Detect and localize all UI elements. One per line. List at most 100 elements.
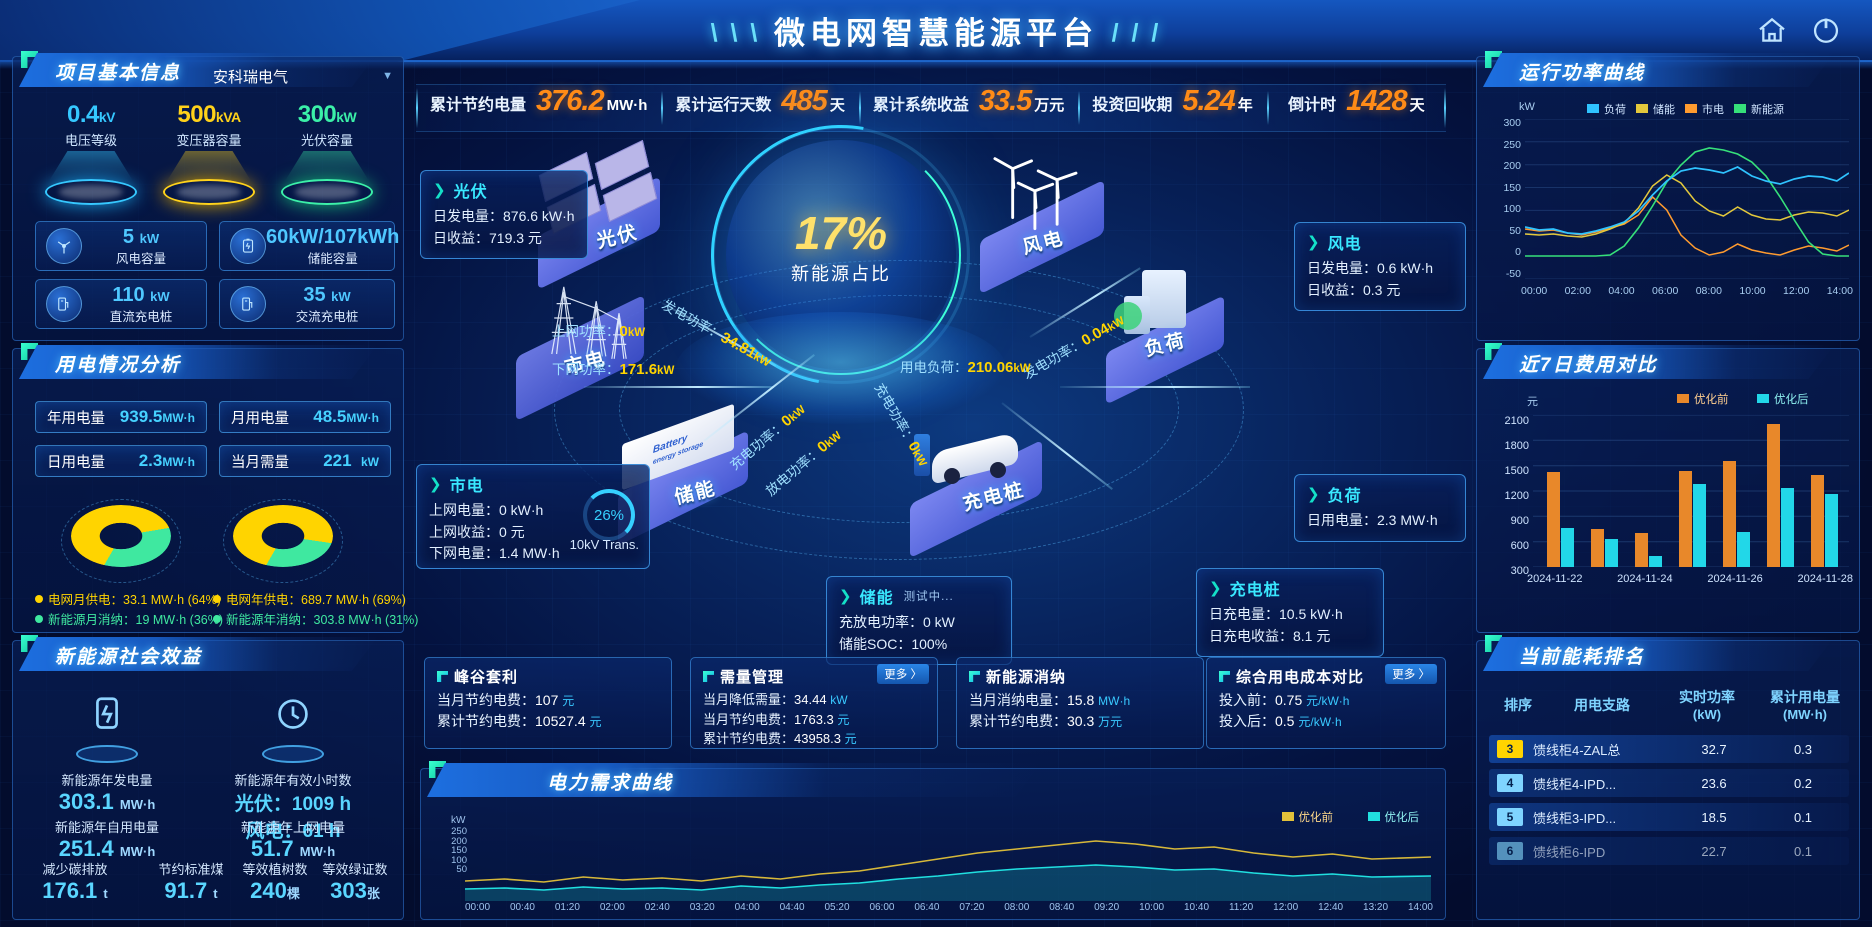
y-axis-ticks: 250 200 150 100 50 [451, 826, 467, 875]
battery-bolt-icon [79, 693, 135, 749]
flowbox-row: 上网电量：0 kW·h [429, 502, 544, 518]
flowbox-title: 市电 [449, 478, 484, 495]
lamp-beam [285, 151, 369, 181]
info-box-storage-capacity[interactable]: 60kW/107kWh 储能容量 [219, 221, 399, 271]
legend-grid-year: 电网年供电：689.7 MW·h (69%) [213, 589, 406, 608]
flowbox-wind[interactable]: ❯ 风电 日发电量：0.6 kW·h 日收益：0.3 元 [1294, 222, 1466, 312]
transformer-gauge: 26% [583, 489, 635, 541]
ratio-label: 新能源占比 [791, 264, 891, 284]
pill-label: 月用电量 [231, 410, 289, 427]
page-title: \ \ \ 微电网智慧能源平台 / / / [0, 8, 1872, 53]
social-benefit-panel: 新能源社会效益 新能源年发电量 303.1 MW·h 新能源年有效小时数 光伏：… [12, 635, 404, 920]
usage-analysis-panel: 用电情况分析 年用电量 939.5MW·h 月用电量 48.5MW·h 日用电量… [12, 343, 418, 633]
more-button[interactable]: 更多 〉 [877, 664, 929, 684]
arrow-icon: ❯ [433, 182, 447, 199]
info-box-ac-charger[interactable]: 35 kW 交流充电桩 [219, 279, 395, 329]
flowbox-charger[interactable]: ❯ 充电桩 日充电量：10.5 kW·h 日充电收益：8.1 元 [1196, 568, 1384, 658]
col-header-branch: 用电支路 [1574, 697, 1630, 713]
tile-disc [76, 745, 138, 763]
power-icon[interactable] [1810, 14, 1842, 46]
lamp-transformer: 500kVA 变压器容量 [157, 101, 261, 205]
col-header-power: 实时功率 (kW) [1679, 689, 1735, 722]
branch-name: 馈线柜6-IPD [1533, 844, 1606, 860]
flowbox-title: 储能 [859, 590, 894, 607]
company-selector[interactable]: 安科瑞电气 ▼ [213, 63, 393, 89]
kpi-unit: MW·h [606, 97, 648, 114]
kpi-bar: 累计节约电量 376.2 MW·h 累计运行天数 485 天 累计系统收益 33… [416, 84, 1446, 132]
info-box-text: 5 kW 风电容量 [82, 226, 206, 267]
x-axis-ticks: 00:00 02:00 04:00 06:00 08:00 10:00 12:00 14… [1521, 285, 1853, 297]
panel-title-text: 项目基本信息 [55, 63, 182, 84]
tile-caption: 等效绿证数 [322, 862, 388, 877]
flowbox-row: 日收益：0.3 元 [1307, 281, 1401, 298]
card-row: 投入前：0.75 元/kW·h [1219, 692, 1350, 708]
kpi-unit: 年 [1237, 97, 1253, 114]
energy-value: 0.1 [1793, 843, 1813, 859]
arrow-icon: ❯ [1307, 234, 1321, 251]
table-row[interactable]: 6 馈线柜6-IPD 22.7 0.1 [1489, 837, 1849, 865]
kpi-unit: 天 [1409, 97, 1425, 114]
more-button[interactable]: 更多 〉 [1385, 664, 1437, 684]
tile-value: 251.4 MW·h [58, 836, 156, 861]
info-box-label: 储能容量 [307, 251, 358, 266]
rank-badge: 6 [1497, 842, 1523, 860]
legend-before: 优化前 [1677, 391, 1729, 407]
table-row[interactable]: 3 馈线柜4-ZAL总 32.7 0.3 [1489, 735, 1849, 763]
flowbox-storage[interactable]: ❯ 储能 测试中... 充放电功率：0 kW 储能SOC：100% [826, 576, 1012, 666]
tile-value: 303张 [330, 878, 380, 903]
usage-pill-day: 日用电量 2.3MW·h [35, 445, 207, 477]
flowbox-title: 光伏 [453, 184, 488, 201]
lamp-label: 电压等级 [64, 133, 117, 148]
panel-title-text: 新能源社会效益 [55, 647, 203, 668]
card-peak-valley[interactable]: 峰谷套利 当月节约电费：107 元 累计节约电费：10527.4 元 [424, 657, 672, 749]
flowbox-pv[interactable]: ❯ 光伏 日发电量：876.6 kW·h 日收益：719.3 元 [420, 170, 588, 260]
battery-icon [230, 228, 266, 264]
card-row: 累计节约电费：30.3 万元 [969, 713, 1123, 729]
table-row[interactable]: 5 馈线柜3-IPD... 18.5 0.1 [1489, 803, 1849, 831]
x-axis-ticks: 2024-11-22 2024-11-24 2024-11-26 2024-11-2… [1527, 573, 1853, 585]
chevron-down-icon[interactable]: ▼ [382, 70, 393, 82]
home-icon[interactable] [1756, 14, 1788, 46]
iso-wind-turbines [956, 148, 1126, 295]
tile-caption: 新能源年有效小时数 [234, 773, 352, 788]
lamp-beam [167, 151, 251, 181]
legend-grid-month: 电网月供电：33.1 MW·h (64%) [35, 589, 221, 608]
lamp-value: 0.4kV [67, 101, 116, 128]
tile-value: 51.7 MW·h [250, 836, 336, 861]
dc-charger-icon [46, 286, 82, 322]
benefit-tile-self-use: 新能源年自用电量 251.4 MW·h [27, 817, 187, 862]
info-box-label: 交流充电桩 [295, 309, 359, 324]
flowbox-row: 充放电功率：0 kW [839, 614, 955, 630]
panel-title-text: 当前能耗排名 [1519, 647, 1646, 668]
flowbox-row: 储能SOC：100% [839, 635, 948, 652]
x-axis-ticks: 00:00 00:40 01:20 02:00 02:40 03:20 04:00 04… [465, 902, 1433, 913]
info-box-dc-charger[interactable]: 110 kW 直流充电桩 [35, 279, 207, 329]
flowbox-grid[interactable]: ❯ 市电 上网电量：0 kW·h 上网收益：0 元 下网电量：1.4 MW·h 2… [416, 464, 650, 569]
benefit-tile-annual-generation: 新能源年发电量 303.1 MW·h [27, 693, 187, 815]
energy-value: 0.3 [1793, 741, 1813, 757]
energy-value: 0.2 [1793, 775, 1813, 791]
flowbox-row: 日用电量：2.3 MW·h [1307, 512, 1438, 528]
panel-title-text: 用电情况分析 [55, 355, 182, 376]
benefit-tile-coal: 节约标准煤 91.7 t [131, 859, 251, 904]
card-demand-mgmt[interactable]: 需量管理 更多 〉 当月降低需量：34.44 kW 当月节约电费：1763.3 … [690, 657, 938, 749]
lamp-pv: 300kW 光伏容量 [275, 101, 379, 205]
edge-feed-in-power: 上网功率：0kW [552, 323, 646, 340]
edge-draw-power: 下网功率：171.6kW [552, 361, 675, 378]
power-curve-legend: 负荷 储能 市电 新能源 [1587, 101, 1784, 117]
card-row: 当月节约电费：107 元 [437, 692, 575, 708]
card-ne-consumption[interactable]: 新能源消纳 当月消纳电量：15.8 MW·h 累计节约电费：30.3 万元 [956, 657, 1204, 749]
pill-label: 当月需量 [231, 454, 289, 471]
card-cost-compare[interactable]: 综合用电成本对比 更多 〉 投入前：0.75 元/kW·h 投入后：0.5 元/… [1206, 657, 1446, 749]
donut-year [219, 495, 347, 587]
table-row[interactable]: 4 馈线柜4-IPD... 23.6 0.2 [1489, 769, 1849, 797]
flowbox-load[interactable]: ❯ 负荷 日用电量：2.3 MW·h [1294, 474, 1466, 542]
info-box-value: 35 kW [303, 283, 351, 306]
panel-title-text: 电力需求曲线 [547, 773, 674, 794]
y-axis-unit: 元 [1527, 396, 1538, 408]
card-flag-icon [969, 671, 980, 682]
info-box-wind-capacity[interactable]: 5 kW 风电容量 [35, 221, 207, 271]
title-slash-left: \ \ \ [710, 19, 761, 47]
card-title: 需量管理 [720, 669, 785, 686]
legend-ne-year: 新能源年消纳：303.8 MW·h (31%) [213, 609, 418, 628]
